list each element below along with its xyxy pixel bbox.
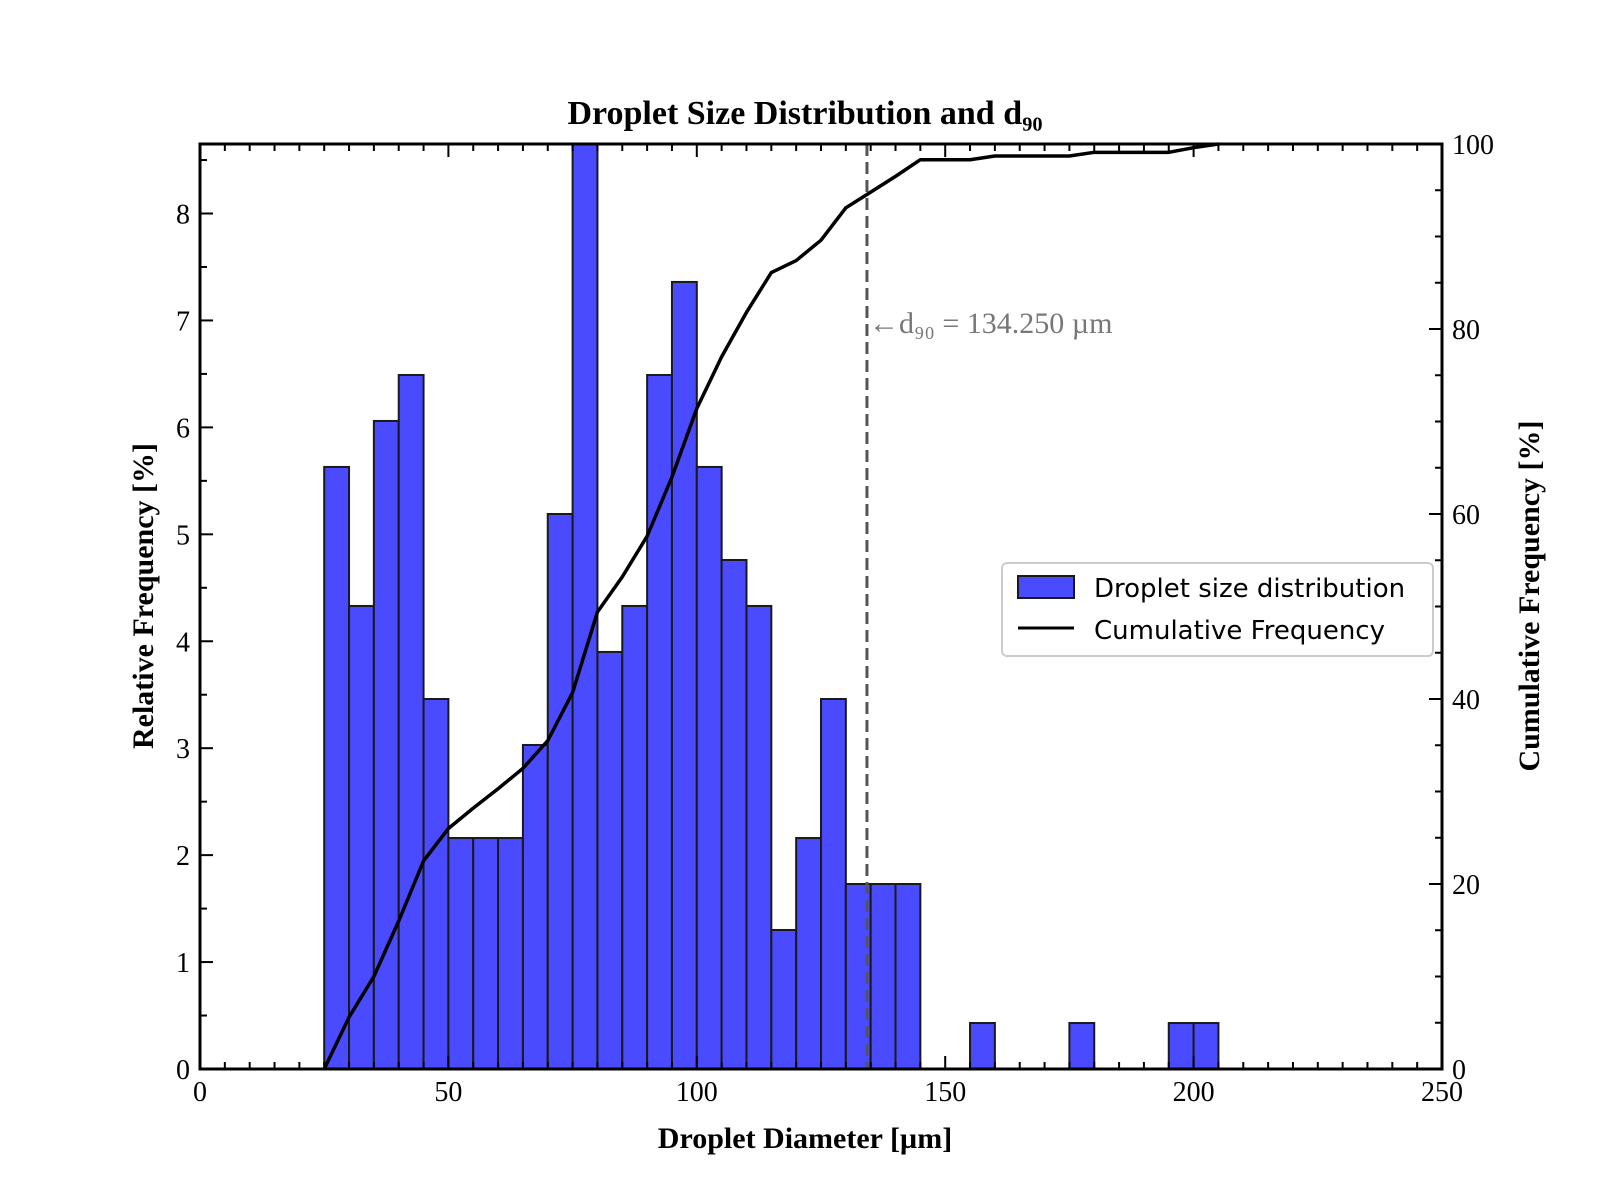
- y2-tick-label: 0: [1452, 1055, 1466, 1086]
- x-tick-label: 100: [676, 1077, 718, 1108]
- histogram-bars: [323, 143, 1220, 1071]
- legend: Droplet size distribution Cumulative Fre…: [1001, 562, 1434, 657]
- cumulative-frequency-line: [322, 142, 1219, 1070]
- y2-tick-label: 80: [1452, 315, 1480, 346]
- y-tick-label: 3: [176, 734, 190, 765]
- histogram-bar: [720, 558, 748, 1070]
- axis-ticks: [199, 143, 1443, 1070]
- y-tick-label: 7: [176, 306, 190, 337]
- histogram-bar: [497, 837, 524, 1070]
- histogram-bar: [646, 373, 673, 1070]
- histogram-bar: [397, 373, 425, 1070]
- histogram-bar: [894, 883, 922, 1070]
- y-axis-label: Relative Frequency [%]: [127, 443, 160, 749]
- x-axis-label: Droplet Diameter [µm]: [658, 1122, 952, 1155]
- y2-tick-label: 20: [1452, 870, 1480, 901]
- histogram-bar: [472, 837, 500, 1070]
- legend-box: [1001, 562, 1434, 657]
- histogram-bar: [621, 604, 649, 1070]
- y2-tick-label: 100: [1452, 130, 1494, 161]
- histogram-bar: [695, 465, 723, 1070]
- y-tick-label: 1: [176, 948, 190, 979]
- x-tick-label: 250: [1421, 1077, 1463, 1108]
- histogram-bar: [770, 928, 798, 1070]
- histogram-bar: [1192, 1022, 1220, 1070]
- y-tick-label: 0: [176, 1055, 190, 1086]
- histogram-bar: [571, 143, 599, 1070]
- y2-tick-label: 60: [1452, 500, 1480, 531]
- legend-label-distribution: Droplet size distribution: [1094, 574, 1405, 604]
- y-tick-label: 5: [176, 520, 190, 551]
- histogram-bar: [1068, 1022, 1096, 1070]
- y-tick-label: 2: [176, 841, 190, 872]
- histogram-bar: [745, 604, 773, 1070]
- x-tick-label: 50: [434, 1077, 462, 1108]
- histogram-bar: [521, 743, 549, 1070]
- histogram-bar: [969, 1022, 996, 1070]
- y-tick-label: 6: [176, 413, 190, 444]
- histogram-bar: [546, 513, 574, 1070]
- legend-label-cumulative: Cumulative Frequency: [1094, 616, 1385, 646]
- histogram-bar: [820, 698, 847, 1070]
- histogram-bar: [869, 883, 897, 1070]
- histogram-bar: [596, 650, 624, 1071]
- histogram-bar: [795, 837, 822, 1070]
- x-tick-label: 0: [193, 1077, 207, 1108]
- y-tick-label: 4: [176, 627, 190, 658]
- y2-tick-label: 40: [1452, 685, 1480, 716]
- histogram-bar: [447, 837, 475, 1070]
- y2-axis-label: Cumulative Frequency [%]: [1513, 420, 1546, 771]
- histogram-bar: [670, 280, 698, 1070]
- cumulative-frequency-line-group: [322, 142, 1219, 1070]
- histogram-bar: [323, 465, 351, 1070]
- x-tick-label: 200: [1173, 1077, 1215, 1108]
- histogram-bar: [422, 698, 450, 1070]
- legend-swatch-distribution: [1017, 575, 1075, 599]
- y-tick-label: 8: [176, 200, 190, 231]
- histogram-bar: [1167, 1022, 1195, 1070]
- x-tick-label: 150: [924, 1077, 966, 1108]
- chart-title: Droplet Size Distribution and d₉₀: [567, 95, 1042, 132]
- d90-annotation: ←d₉₀ = 134.250 µm: [869, 307, 1112, 340]
